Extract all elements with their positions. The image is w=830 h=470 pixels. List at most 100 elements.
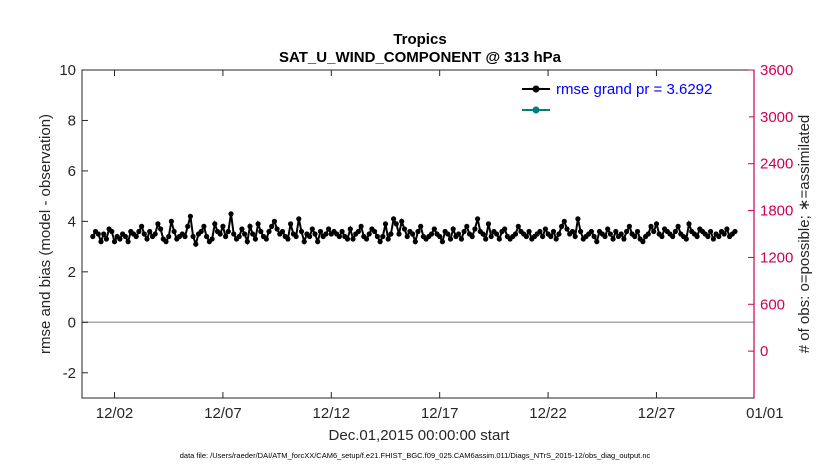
rmse-point	[141, 231, 147, 237]
rmse-point	[404, 233, 410, 240]
rmse-point	[564, 226, 570, 232]
rmse-point	[266, 228, 272, 235]
rmse-point	[144, 236, 150, 242]
rmse-point	[588, 228, 595, 235]
chart-title: Tropics	[393, 31, 446, 48]
rmse-point	[312, 231, 318, 237]
rmse-point	[223, 233, 229, 240]
rmse-point	[158, 226, 164, 232]
rmse-point	[339, 228, 345, 235]
rmse-point	[634, 228, 641, 235]
y-tick-label: -2	[63, 365, 76, 382]
rmse-point	[483, 236, 489, 242]
rmse-point	[412, 239, 418, 245]
rmse-point	[95, 231, 101, 237]
rmse-point	[659, 233, 665, 240]
rmse-point	[523, 233, 530, 240]
rmse-point	[672, 228, 679, 235]
y-right-tick-label: 1200	[760, 249, 793, 266]
rmse-point	[377, 239, 383, 245]
rmse-point	[252, 236, 258, 242]
rmse-point	[380, 233, 386, 240]
rmse-point	[168, 218, 174, 224]
rmse-point	[288, 221, 294, 227]
rmse-point	[139, 223, 145, 229]
rmse-point	[244, 239, 250, 245]
rmse-point	[537, 228, 543, 235]
rmse-point	[683, 236, 689, 242]
rmse-point	[374, 233, 380, 240]
rmse-point	[496, 236, 502, 242]
y-right-tick-label: 3600	[760, 62, 793, 79]
rmse-point	[242, 231, 248, 237]
rmse-point	[437, 233, 443, 240]
rmse-point	[575, 216, 581, 222]
rmse-point	[225, 228, 231, 235]
rmse-point	[98, 239, 104, 245]
rmse-point	[464, 223, 470, 229]
rmse-point	[540, 233, 546, 240]
rmse-point	[732, 228, 738, 235]
rmse-point	[255, 221, 261, 227]
rmse-point	[198, 228, 204, 235]
rmse-point	[512, 231, 519, 237]
rmse-point	[293, 233, 299, 240]
rmse-point	[675, 223, 681, 229]
rmse-point	[458, 236, 464, 242]
rmse-point	[439, 239, 445, 245]
data-file-footer: data file: /Users/raeder/DAI/ATM_forcXX/…	[180, 451, 651, 460]
legend-rmse-label: rmse grand pr = 3.6292	[556, 81, 712, 98]
rmse-point	[307, 233, 313, 240]
rmse-point	[185, 223, 191, 229]
rmse-point	[163, 239, 169, 245]
rmse-point	[258, 228, 264, 235]
rmse-point	[515, 223, 521, 229]
y-right-tick-label: 2400	[760, 156, 793, 173]
rmse-point	[117, 236, 123, 242]
rmse-point	[217, 231, 223, 237]
y-tick-label: 10	[59, 62, 76, 79]
chart-subtitle: SAT_U_WIND_COMPONENT @ 313 hPa	[279, 49, 562, 66]
y-tick-label: 4	[68, 213, 76, 230]
rmse-point	[101, 231, 107, 237]
rmse-point	[228, 211, 234, 217]
rmse-point	[542, 226, 549, 232]
x-axis-label: Dec.01,2015 00:00:00 start	[329, 427, 511, 444]
rmse-point	[632, 233, 638, 240]
rmse-point	[363, 236, 370, 242]
rmse-point	[447, 236, 454, 242]
rmse-point	[710, 236, 717, 242]
rmse-point	[274, 226, 280, 232]
rmse-point	[247, 223, 253, 229]
rmse-point	[721, 231, 727, 237]
rmse-point	[171, 228, 177, 235]
rmse-point	[298, 228, 305, 235]
rmse-point	[450, 226, 456, 232]
rmse-point	[239, 226, 245, 232]
x-tick-label: 12/17	[421, 405, 459, 422]
rmse-point	[548, 233, 554, 240]
rmse-point	[708, 228, 714, 235]
rmse-point	[456, 231, 462, 237]
rmse-point	[480, 231, 486, 237]
rmse-point	[366, 231, 372, 237]
rmse-point	[716, 233, 722, 240]
rmse-point	[326, 226, 332, 232]
y-tick-label: 2	[68, 264, 76, 281]
y-tick-label: 6	[68, 163, 76, 180]
rmse-point	[182, 233, 188, 240]
y-right-tick-label: 1800	[760, 203, 793, 220]
rmse-point	[651, 228, 657, 235]
rmse-point	[670, 233, 676, 240]
y-tick-label: 0	[68, 314, 76, 331]
rmse-point	[344, 236, 351, 242]
rmse-point	[618, 231, 624, 237]
legend-box	[517, 76, 749, 122]
rmse-point	[323, 231, 329, 237]
rmse-point	[133, 233, 139, 240]
legend: rmse grand pr = 3.6292	[517, 76, 749, 122]
rmse-point	[388, 231, 394, 237]
rmse-point	[358, 223, 364, 229]
y-right-tick-label: 600	[760, 296, 785, 313]
